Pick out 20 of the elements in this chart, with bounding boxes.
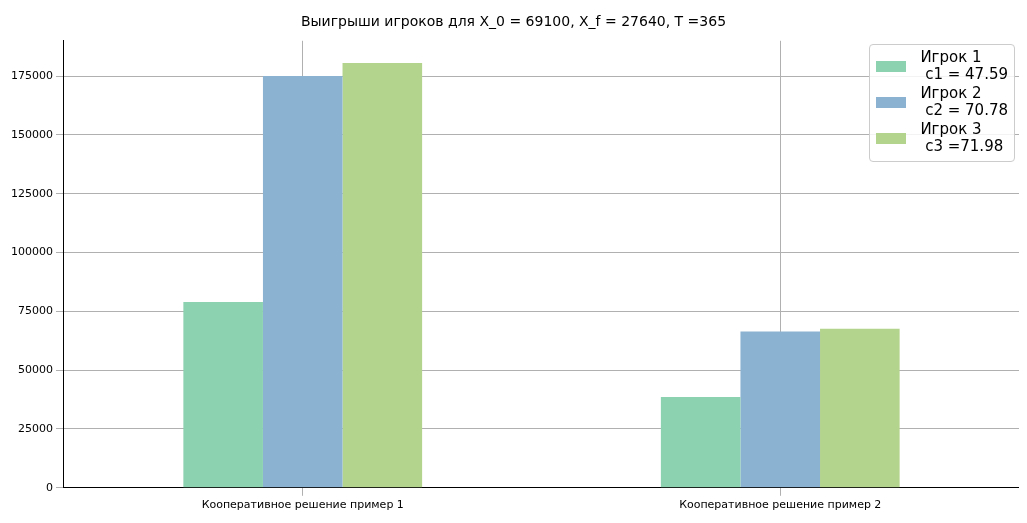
bar	[342, 62, 423, 488]
y-tick-label: 75000	[17, 304, 53, 318]
y-tick-label: 25000	[17, 421, 53, 435]
y-tick-label: 0	[45, 480, 53, 494]
x-tick-label: Кооперативное решение пример 2	[679, 498, 882, 512]
bar	[740, 331, 821, 488]
bar	[820, 328, 900, 488]
legend-label: Игрок 3 c3 =71.98	[920, 120, 1004, 155]
bar	[660, 396, 741, 488]
bar	[183, 301, 263, 488]
y-tick-label: 175000	[10, 68, 53, 82]
x-tick-label: Кооперативное решение пример 1	[201, 498, 404, 512]
y-tick-label: 100000	[10, 245, 53, 259]
y-tick-label: 150000	[10, 127, 53, 141]
legend-label: Игрок 2 c2 = 70.78	[920, 84, 1008, 119]
y-tick-label: 125000	[10, 186, 53, 200]
chart-title: Выигрыши игроков для X_0 = 69100, X_f = 27640, T =365	[300, 13, 727, 30]
bar	[262, 76, 343, 488]
y-tick-label: 50000	[17, 363, 53, 377]
legend-label: Игрок 1 c1 = 47.59	[920, 48, 1008, 83]
